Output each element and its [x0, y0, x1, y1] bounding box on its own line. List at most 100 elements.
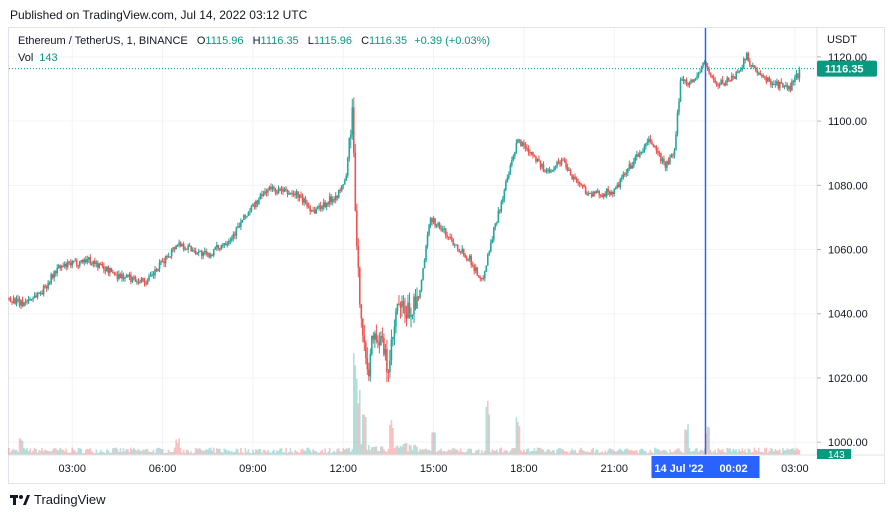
- candle-body: [483, 271, 486, 279]
- volume-bar: [414, 444, 417, 455]
- candle-body: [596, 191, 599, 193]
- candle-body: [23, 302, 25, 306]
- candle-body: [413, 296, 415, 315]
- volume-bar: [506, 450, 509, 455]
- candle-body: [110, 267, 113, 273]
- volume-legend: Vol 143: [18, 52, 58, 64]
- candle-body: [378, 341, 381, 346]
- candle-body: [63, 263, 66, 267]
- volume-bar: [118, 451, 120, 455]
- volume-bar: [739, 451, 742, 455]
- candle-body: [515, 142, 518, 153]
- candle-body: [762, 75, 765, 77]
- candle-body: [622, 173, 625, 178]
- volume-bar: [142, 449, 144, 455]
- candle-body: [471, 264, 474, 266]
- candle-body: [429, 217, 432, 226]
- candle-body: [14, 298, 16, 305]
- volume-bar: [688, 448, 691, 455]
- candle-body: [342, 184, 345, 186]
- tradingview-brand[interactable]: TradingView: [10, 492, 106, 507]
- volume-bar: [169, 452, 171, 455]
- candle-body: [217, 245, 220, 249]
- candle-body: [773, 83, 775, 85]
- volume-bar: [63, 451, 66, 455]
- candle-body: [101, 263, 104, 267]
- volume-bar: [410, 445, 412, 455]
- volume-bar: [779, 449, 781, 455]
- candle-body: [375, 333, 378, 341]
- candle-body: [226, 244, 229, 246]
- volume-bar: [60, 449, 63, 455]
- volume-bar: [152, 449, 155, 455]
- volume-bar: [69, 452, 72, 455]
- symbol-label[interactable]: Ethereum / TetherUS, 1, BINANCE: [18, 35, 188, 47]
- volume-bar: [229, 451, 232, 455]
- volume-bar: [780, 453, 783, 455]
- volume-bar: [700, 449, 703, 455]
- candle-body: [652, 144, 655, 147]
- volume-bar: [217, 449, 220, 455]
- candle-body: [505, 182, 507, 191]
- volume-bar: [98, 452, 101, 455]
- candle-body: [36, 293, 39, 297]
- candle-body: [633, 161, 635, 166]
- candle-body: [252, 204, 254, 207]
- candle-body: [563, 160, 566, 162]
- chart-frame[interactable]: [8, 27, 885, 484]
- candle-body: [124, 277, 126, 279]
- candle-body: [777, 81, 780, 89]
- volume-bar: [447, 449, 450, 455]
- volume-bar: [101, 451, 104, 455]
- volume-bar: [453, 448, 456, 455]
- tradingview-logo-icon: [10, 494, 30, 505]
- candle-body: [708, 69, 710, 73]
- candle-body: [500, 202, 503, 212]
- published-line: Published on TradingView.com, Jul 14, 20…: [10, 8, 308, 22]
- volume-bar: [134, 449, 137, 455]
- volume-bar: [258, 448, 260, 455]
- candle-body: [646, 141, 649, 144]
- candle-body: [741, 67, 744, 70]
- candle-body: [81, 260, 84, 263]
- volume-bar: [584, 451, 587, 455]
- candle-body: [791, 81, 793, 91]
- candle-body: [142, 278, 144, 282]
- candle-body: [754, 68, 757, 71]
- candle-body: [637, 154, 640, 157]
- volume-bar: [231, 450, 233, 455]
- volume-bar: [223, 448, 226, 455]
- volume-bar: [244, 448, 247, 455]
- volume-bar: [396, 445, 399, 455]
- candle-body: [557, 161, 560, 164]
- crosshair-time-label: 00:02: [719, 463, 747, 475]
- volume-bar: [306, 447, 308, 455]
- candle-body: [56, 267, 58, 274]
- candle-body: [80, 260, 83, 262]
- volume-bar: [545, 450, 548, 455]
- candle-body: [733, 77, 736, 79]
- candle-body: [434, 218, 436, 226]
- y-tick-label: 1020.00: [828, 373, 868, 385]
- volume-bar: [261, 452, 263, 455]
- candle-body: [51, 274, 54, 278]
- candle-body: [569, 169, 572, 176]
- volume-bar: [500, 447, 503, 455]
- candle-body: [42, 285, 45, 295]
- candle-body: [545, 170, 548, 172]
- volume-bar: [717, 448, 719, 455]
- candle-body: [89, 257, 92, 264]
- volume-bar: [331, 452, 334, 455]
- volume-bar: [267, 449, 269, 455]
- volume-bar: [354, 365, 357, 455]
- volume-bar: [413, 445, 415, 455]
- volume-bar: [253, 452, 256, 455]
- candle-body: [166, 256, 168, 258]
- candle-body: [703, 62, 706, 64]
- candle-body: [100, 263, 102, 265]
- candle-body: [368, 369, 370, 377]
- candle-body: [794, 76, 796, 82]
- high-value: 1116.35: [260, 35, 299, 47]
- candle-body: [751, 65, 754, 67]
